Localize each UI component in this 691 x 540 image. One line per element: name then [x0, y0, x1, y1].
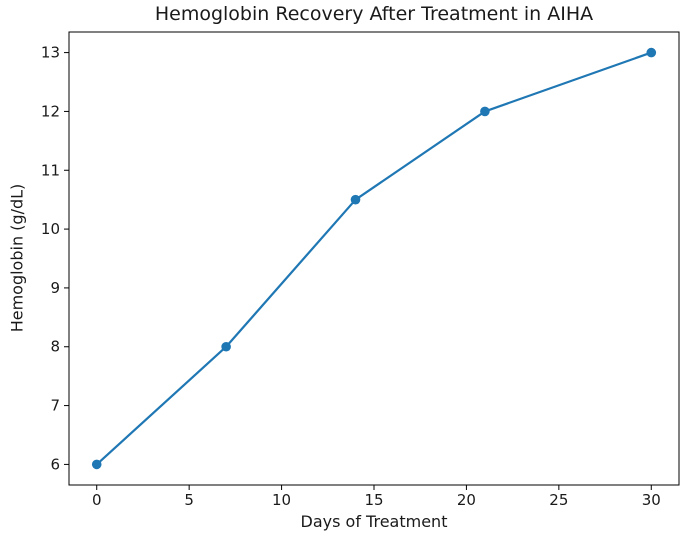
- x-tick-label: 10: [272, 491, 291, 509]
- data-point: [91, 459, 102, 470]
- data-line: [95, 51, 653, 466]
- data-point: [350, 194, 361, 205]
- data-point: [480, 106, 490, 117]
- y-tick-label: 10: [41, 220, 60, 238]
- chart-title: Hemoglobin Recovery After Treatment in A…: [154, 3, 594, 25]
- axes-frame: [68, 31, 680, 486]
- x-tick-label: 25: [549, 491, 568, 509]
- y-tick-label: 12: [41, 102, 60, 120]
- x-tick-label: 0: [92, 491, 102, 509]
- data-point: [646, 47, 657, 58]
- x-tick-label: 15: [364, 491, 383, 509]
- y-tick-label: 9: [50, 279, 60, 297]
- y-tick-label: 7: [50, 397, 60, 415]
- y-tick-label: 6: [50, 455, 60, 473]
- y-tick-label: 8: [50, 338, 60, 356]
- x-tick-label: 5: [184, 491, 194, 509]
- x-tick-label: 30: [642, 491, 661, 509]
- y-tick-label: 13: [41, 44, 60, 62]
- data-point: [221, 341, 231, 352]
- x-tick-label: 20: [457, 491, 476, 509]
- x-axis-label: Days of Treatment: [300, 512, 448, 531]
- y-tick-label: 11: [41, 161, 60, 179]
